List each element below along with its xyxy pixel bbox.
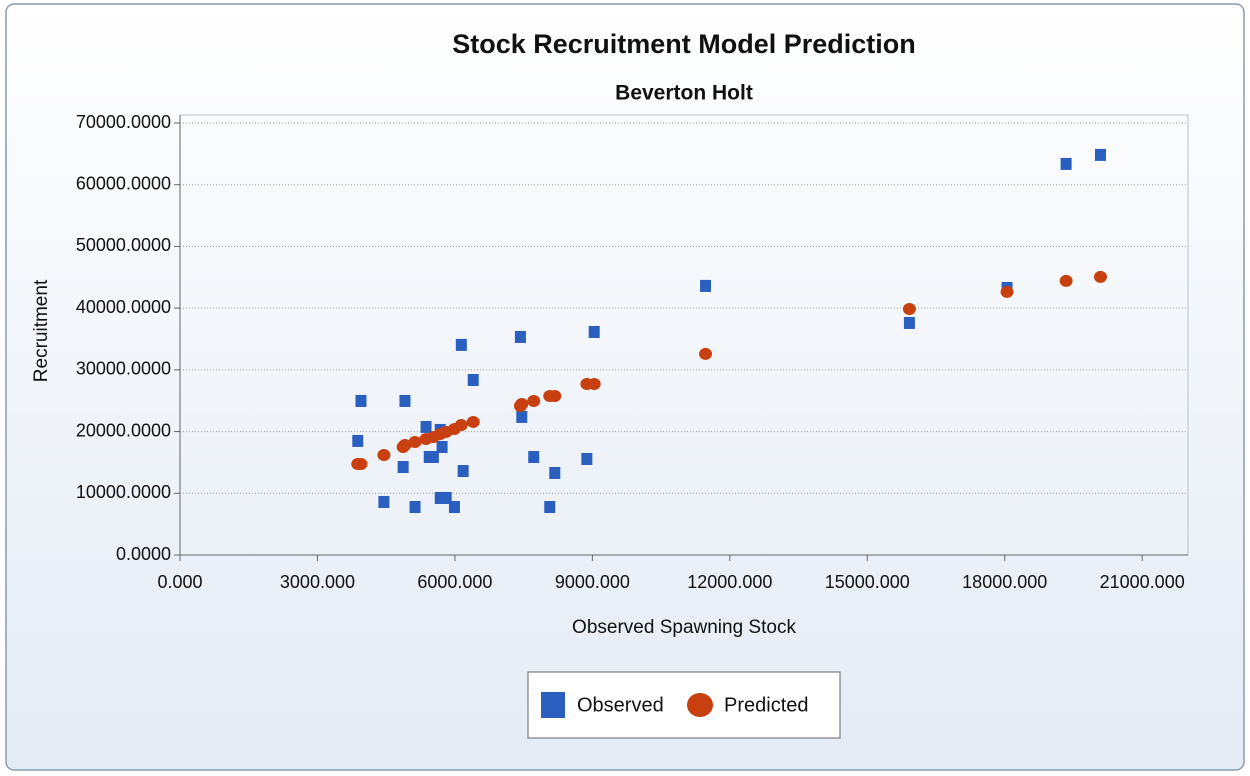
x-tick-label: 15000.000 bbox=[825, 572, 910, 592]
data-point bbox=[397, 460, 409, 473]
data-point bbox=[434, 491, 446, 504]
data-point bbox=[515, 397, 529, 410]
x-tick-label: 21000.000 bbox=[1100, 572, 1185, 592]
x-tick-label: 12000.000 bbox=[687, 572, 772, 592]
data-point bbox=[457, 465, 469, 478]
chart-title: Stock Recruitment Model Prediction bbox=[452, 29, 916, 59]
data-point bbox=[398, 438, 412, 451]
y-tick-label: 20000.0000 bbox=[76, 420, 171, 440]
data-point bbox=[1060, 157, 1072, 170]
legend-box bbox=[527, 671, 841, 739]
legend-marker bbox=[541, 692, 565, 718]
data-point bbox=[528, 450, 540, 463]
data-point bbox=[527, 394, 541, 407]
data-point bbox=[352, 434, 364, 447]
data-point bbox=[699, 347, 713, 360]
legend-label: Observed bbox=[577, 694, 664, 716]
x-tick-label: 9000.000 bbox=[555, 572, 630, 592]
data-point bbox=[544, 500, 556, 513]
y-tick-label: 50000.0000 bbox=[76, 235, 171, 255]
y-axis-label: Recruitment bbox=[31, 279, 52, 382]
y-tick-label: 10000.0000 bbox=[76, 482, 171, 502]
y-tick-label: 70000.0000 bbox=[76, 112, 171, 132]
data-point bbox=[377, 449, 391, 462]
data-point bbox=[700, 279, 712, 292]
data-point bbox=[516, 410, 528, 423]
data-point bbox=[548, 389, 562, 402]
data-point bbox=[399, 394, 411, 407]
x-tick-label: 18000.000 bbox=[962, 572, 1047, 592]
data-point bbox=[354, 457, 368, 470]
legend-marker bbox=[687, 693, 713, 717]
data-point bbox=[587, 377, 601, 390]
data-point bbox=[448, 500, 460, 513]
data-point bbox=[409, 500, 421, 513]
data-point bbox=[440, 491, 452, 504]
data-point bbox=[902, 302, 916, 315]
data-point bbox=[1094, 148, 1106, 161]
data-point bbox=[420, 420, 432, 433]
data-point bbox=[355, 394, 367, 407]
window-frame bbox=[5, 3, 1245, 771]
data-point bbox=[466, 415, 480, 428]
data-point bbox=[1093, 270, 1107, 283]
data-point bbox=[454, 418, 468, 431]
x-tick-label: 0.000 bbox=[157, 572, 202, 592]
data-point bbox=[467, 373, 479, 386]
data-point bbox=[903, 316, 915, 329]
data-point bbox=[378, 495, 390, 508]
x-axis-label: Observed Spawning Stock bbox=[572, 617, 796, 638]
y-tick-label: 60000.0000 bbox=[76, 173, 171, 193]
data-point bbox=[581, 452, 593, 465]
y-tick-label: 30000.0000 bbox=[76, 359, 171, 379]
data-point bbox=[549, 466, 561, 479]
x-tick-label: 6000.000 bbox=[417, 572, 492, 592]
legend-label: Predicted bbox=[724, 694, 809, 716]
data-point bbox=[1000, 285, 1014, 298]
data-point bbox=[455, 338, 467, 351]
data-point bbox=[427, 450, 439, 463]
data-point bbox=[1059, 274, 1073, 287]
data-point bbox=[436, 441, 448, 453]
data-point bbox=[514, 330, 526, 343]
y-tick-label: 0.0000 bbox=[116, 544, 171, 564]
data-point bbox=[588, 325, 600, 338]
y-tick-label: 40000.0000 bbox=[76, 297, 171, 317]
chart-subtitle: Beverton Holt bbox=[615, 82, 753, 105]
x-tick-label: 3000.000 bbox=[280, 572, 355, 592]
data-point bbox=[408, 436, 422, 449]
